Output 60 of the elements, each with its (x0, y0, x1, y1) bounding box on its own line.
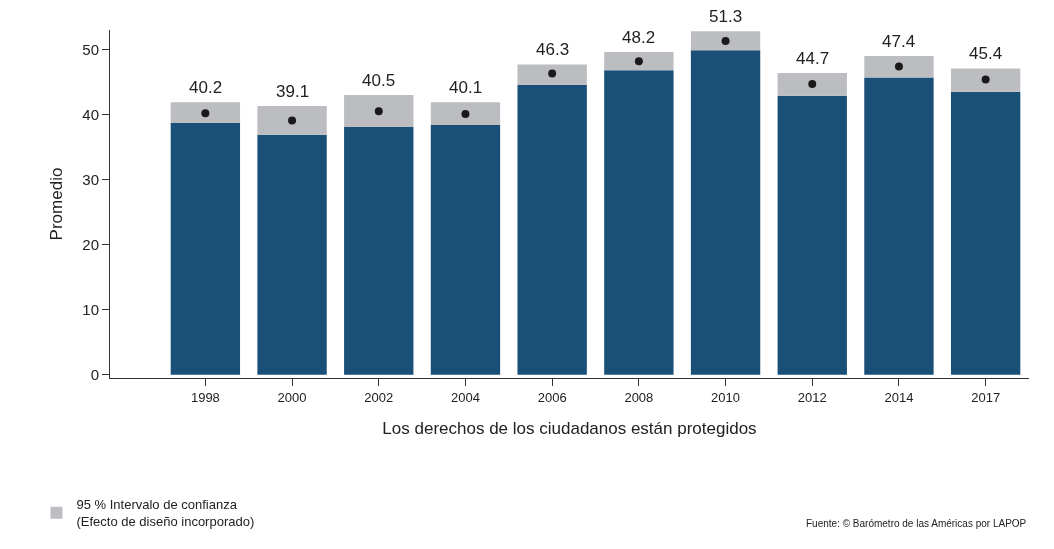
y-axis-title: Promedio (46, 167, 66, 241)
bar (950, 91, 1021, 375)
bar (430, 102, 501, 125)
bar (344, 126, 414, 375)
y-tick-label: 10 (82, 300, 99, 318)
y-tick-label: 0 (90, 366, 99, 383)
source-note: Fuente: © Barómetro de las Américas por LAPOP (806, 518, 1027, 529)
data-label: 44.7 (796, 49, 830, 68)
bar (517, 84, 587, 375)
point (374, 107, 383, 116)
bar (604, 52, 674, 71)
bar (170, 123, 241, 375)
data-label: 39.1 (276, 82, 310, 101)
point (894, 62, 903, 71)
x-tick-label: 2008 (624, 389, 654, 405)
bar (604, 70, 674, 375)
y-tick-label: 30 (82, 170, 99, 188)
bar (777, 95, 847, 375)
data-label: 47.4 (882, 32, 916, 51)
x-tick-label: 2002 (364, 389, 394, 405)
x-tick-label: 2012 (797, 389, 827, 405)
data-label: 48.2 (622, 28, 656, 47)
point (201, 109, 210, 118)
bar (864, 77, 934, 375)
bar (344, 95, 414, 127)
data-label: 40.2 (189, 78, 223, 97)
bar (950, 68, 1021, 92)
x-tick-label: 2004 (451, 389, 480, 405)
x-tick-label: 2010 (711, 389, 741, 405)
legend-label: 95 % Intervalo de confianza (Efecto de diseño incorporado) (76, 497, 255, 530)
point (461, 109, 470, 118)
bar (257, 134, 327, 375)
point (548, 69, 557, 78)
point (981, 75, 990, 84)
data-label: 45.4 (969, 44, 1003, 63)
y-tick-label: 20 (82, 235, 99, 253)
x-tick-label: 2014 (884, 389, 914, 405)
bar (170, 102, 241, 124)
bar (690, 31, 761, 51)
x-tick-label: 2017 (971, 389, 1001, 405)
point (721, 37, 730, 46)
point (808, 79, 817, 88)
x-axis-title: Los derechos de los ciudadanos están protegidos (382, 419, 757, 438)
bar (777, 72, 847, 96)
bar (430, 124, 501, 375)
data-label: 40.5 (362, 71, 396, 90)
point (288, 116, 297, 125)
data-label: 46.3 (536, 40, 570, 59)
y-tick-label: 50 (82, 40, 99, 58)
x-tick-label: 2000 (277, 389, 307, 405)
bar (864, 56, 934, 78)
point (634, 57, 643, 66)
x-tick-label: 1998 (190, 389, 220, 405)
bar (257, 106, 327, 135)
bar (517, 64, 587, 85)
bar (690, 50, 761, 375)
y-tick-label: 40 (82, 105, 99, 123)
x-tick-label: 2006 (537, 389, 567, 405)
data-label: 51.3 (709, 7, 743, 26)
data-label: 40.1 (449, 78, 483, 97)
